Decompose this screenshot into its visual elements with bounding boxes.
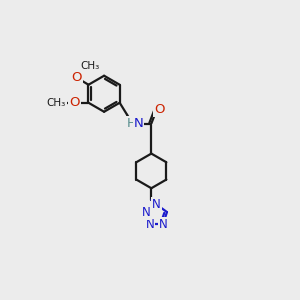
Text: O: O [69,96,80,109]
Text: CH₃: CH₃ [80,61,99,70]
Text: N: N [133,117,143,130]
Text: N: N [146,218,154,231]
Text: O: O [72,71,82,84]
Text: O: O [154,103,165,116]
Text: N: N [152,198,161,211]
Text: N: N [159,218,167,231]
Text: H: H [126,117,136,130]
Text: N: N [142,206,150,219]
Text: CH₃: CH₃ [46,98,66,108]
